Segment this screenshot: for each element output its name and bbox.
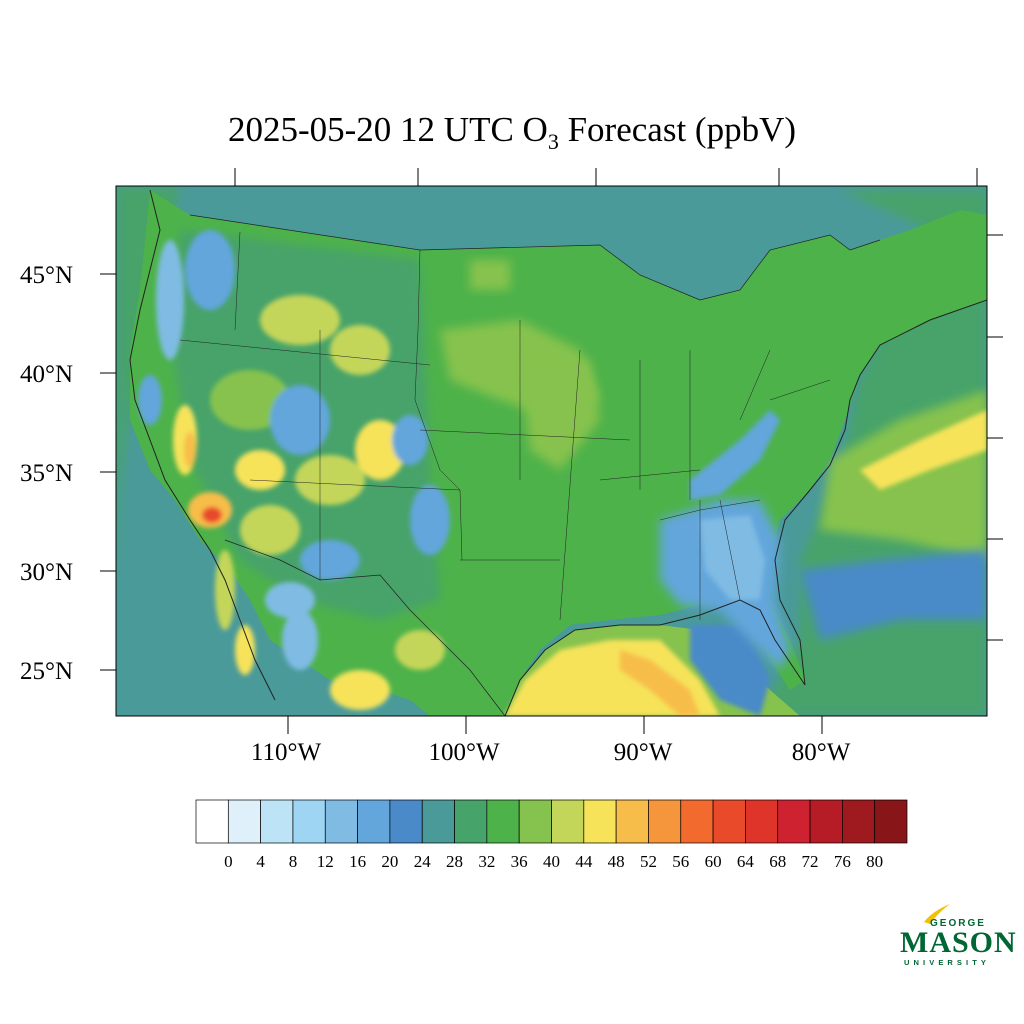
colorbar-swatch [551, 799, 585, 844]
colorbar-tick-label: 52 [640, 852, 657, 871]
colorbar-tick-label: 16 [349, 852, 366, 871]
gulf-coastline [504, 599, 806, 716]
boundary-lines [129, 189, 987, 716]
colorbar-swatch [615, 799, 649, 844]
atlantic-blue-band [800, 550, 987, 640]
colorbar-tick-label: 12 [317, 852, 334, 871]
title-prefix: 2025-05-20 12 UTC O [228, 110, 548, 149]
colorbar-tick-label: 80 [866, 852, 883, 871]
title-suffix: Forecast (ppbV) [558, 110, 796, 149]
title-subscript: 3 [547, 129, 559, 154]
colorbar-tick-label: 32 [478, 852, 495, 871]
colorbar-tick-label: 28 [446, 852, 463, 871]
colorbar-swatch [745, 799, 779, 844]
logo-swoosh [924, 904, 950, 924]
colorbar-swatch [195, 799, 229, 844]
colorbar-swatch [260, 799, 294, 844]
colorbar-swatch [324, 799, 358, 844]
colorbar-tick-label: 8 [289, 852, 298, 871]
colorbar-swatch [777, 799, 811, 844]
logo-george: GEORGE [930, 918, 986, 929]
university-logo-mark [924, 904, 950, 924]
lat-label-25: 25°N [20, 658, 73, 685]
colorbar-tick-label: 4 [256, 852, 265, 871]
logo-university: UNIVERSITY [904, 958, 991, 967]
lon-label-90: 90°W [614, 739, 673, 766]
appalachian-blue-band [690, 410, 780, 500]
mountain-west-texture [156, 230, 450, 710]
lat-label-40: 40°N [20, 361, 73, 388]
colorbar: 0 4 8 12 16 20 24 28 32 36 40 44 48 52 56 60 64 68 72 76 80 [195, 799, 908, 871]
us-mexico-border [224, 539, 506, 716]
lat-label-45: 45°N [20, 262, 73, 289]
colorbar-tick-label: 44 [575, 852, 593, 871]
colorbar-swatch [421, 799, 455, 844]
map-field [116, 186, 987, 716]
lon-label-110: 110°W [251, 739, 322, 766]
tick-marks [100, 168, 1003, 734]
midwest-light-field [520, 360, 600, 470]
colorbar-swatch [874, 799, 908, 844]
northern-plains-light-field [470, 260, 510, 290]
gulf-orange-streak [620, 650, 700, 716]
state-lines [179, 231, 831, 621]
longitude-labels: 110°W 100°W 90°W 80°W [251, 739, 851, 766]
colorbar-swatch [454, 799, 488, 844]
pacific-green-field [116, 186, 180, 600]
lon-label-100: 100°W [428, 739, 499, 766]
lat-label-30: 30°N [20, 559, 73, 586]
colorbar-swatch [486, 799, 520, 844]
colorbar-tick-label: 36 [511, 852, 528, 871]
colorbar-tick-label: 76 [834, 852, 851, 871]
colorbar-tick-label: 40 [543, 852, 560, 871]
pacific-coastline [129, 189, 276, 701]
atlantic-coastline [774, 299, 987, 686]
colorbar-tick-label: 20 [381, 852, 398, 871]
colorbar-swatch [680, 799, 714, 844]
colorbar-tick-label: 68 [769, 852, 786, 871]
us-canada-border [189, 214, 881, 301]
colorbar-swatch [712, 799, 746, 844]
colorbar-tick-label: 0 [224, 852, 233, 871]
colorbar-swatch [227, 799, 261, 844]
colorbar-swatch [292, 799, 326, 844]
california-ozone-hotspot [138, 375, 255, 675]
colorbar-swatch [648, 799, 682, 844]
colorbar-swatch [389, 799, 423, 844]
southeast-lightblue-field [700, 515, 765, 600]
lon-label-80: 80°W [792, 739, 851, 766]
map-title: 2025-05-20 12 UTC O3 Forecast (ppbV) [0, 110, 1024, 162]
atlantic-ozone-plume [860, 410, 987, 490]
colorbar-tick-label: 24 [414, 852, 432, 871]
lat-label-35: 35°N [20, 460, 73, 487]
map-frame [115, 185, 988, 717]
colorbar-tick-label: 72 [802, 852, 819, 871]
latitude-labels: 45°N 40°N 35°N 30°N 25°N [20, 262, 73, 685]
colorbar-tick-label: 56 [672, 852, 689, 871]
logo-mason: MASON [900, 926, 1017, 959]
colorbar-tick-label: 60 [705, 852, 722, 871]
colorbar-swatch [809, 799, 843, 844]
colorbar-swatch [583, 799, 617, 844]
colorbar-swatch [357, 799, 391, 844]
gulf-blue-shelf [690, 625, 770, 716]
colorbar-swatch [842, 799, 876, 844]
colorbar-tick-label: 48 [608, 852, 625, 871]
colorbar-tick-label: 64 [737, 852, 755, 871]
colorbar-swatch [518, 799, 552, 844]
